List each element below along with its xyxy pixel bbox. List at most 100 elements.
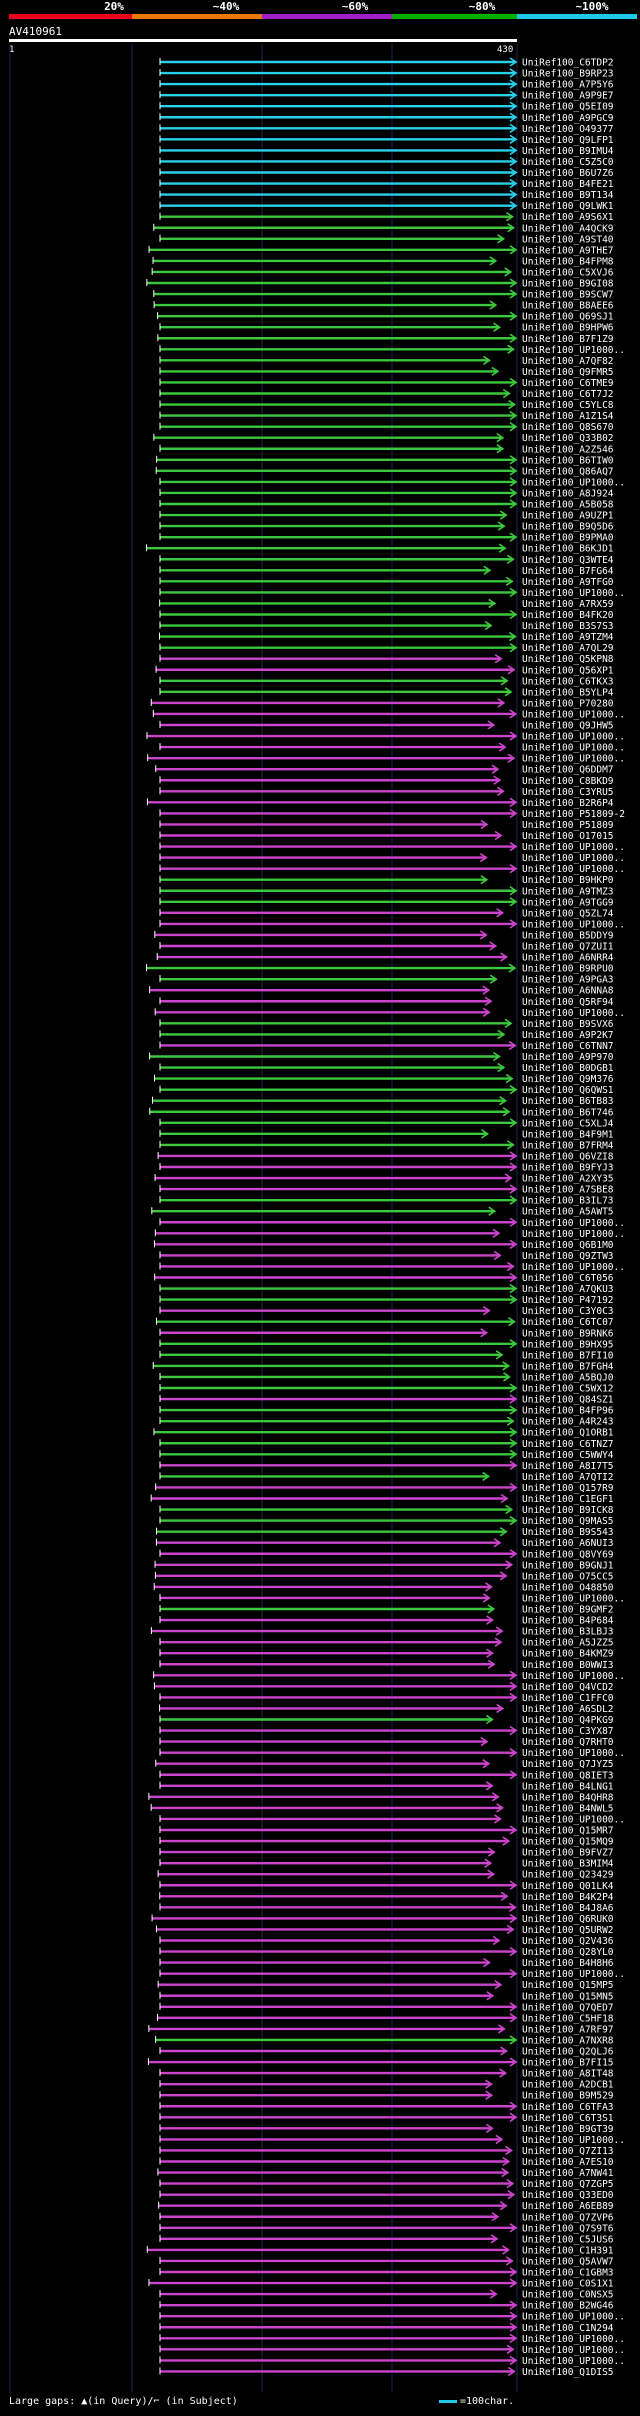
hit-row[interactable]: UniRef100_C6TC07 (156, 1317, 614, 1328)
hit-row[interactable]: UniRef100_Q6VZI8 (157, 1151, 614, 1162)
hit-row[interactable]: UniRef100_B5YLP4 (159, 687, 614, 698)
hit-row[interactable]: UniRef100_A9PGA3 (159, 974, 614, 986)
hit-row[interactable]: UniRef100_B9Q5D6 (159, 521, 614, 533)
hit-label[interactable]: UniRef100_Q56XP1 (522, 665, 614, 676)
hit-label[interactable]: UniRef100_Q9FMR5 (522, 367, 614, 378)
hit-label[interactable]: UniRef100_A1Z1S4 (522, 411, 614, 422)
hit-row[interactable]: UniRef100_B7FG64 (159, 565, 614, 577)
hit-label[interactable]: UniRef100_A2Z546 (522, 444, 614, 455)
hit-label[interactable]: UniRef100_B9GI08 (522, 279, 614, 290)
hit-label[interactable]: UniRef100_B9GT39 (522, 2124, 614, 2135)
hit-label[interactable]: UniRef100_A9P2K7 (522, 1030, 614, 1041)
hit-row[interactable]: UniRef100_Q15MQ9 (159, 1836, 614, 1848)
hit-label[interactable]: UniRef100_Q01LK4 (522, 1881, 614, 1892)
hit-row[interactable]: UniRef100_B6TB83 (151, 1096, 614, 1107)
hit-row[interactable]: UniRef100_C6T7J2 (159, 388, 614, 400)
hit-label[interactable]: UniRef100_Q6QWS1 (522, 1085, 614, 1096)
hit-label[interactable]: UniRef100_UP1000.. (522, 1229, 625, 1240)
hit-label[interactable]: UniRef100_B4LNG1 (522, 1781, 614, 1792)
hit-label[interactable]: UniRef100_B9RNK6 (522, 1328, 614, 1339)
hit-row[interactable]: UniRef100_A7SBE8 (159, 1184, 614, 1196)
hit-row[interactable]: UniRef100_UP1000.. (153, 1670, 625, 1682)
hit-row[interactable]: UniRef100_UP1000.. (159, 2311, 625, 2323)
hit-label[interactable]: UniRef100_UP1000.. (522, 709, 625, 720)
hit-row[interactable]: UniRef100_C6T3S1 (159, 2112, 614, 2124)
hit-label[interactable]: UniRef100_Q15MQ9 (522, 1837, 614, 1848)
hit-row[interactable]: UniRef100_Q84SZ1 (159, 1394, 614, 1406)
hit-row[interactable]: UniRef100_C1N294 (159, 2322, 614, 2334)
hit-label[interactable]: UniRef100_Q33B02 (522, 433, 614, 444)
hit-row[interactable]: UniRef100_A4QCK9 (153, 223, 614, 234)
hit-row[interactable]: UniRef100_B9HX95 (159, 1339, 614, 1350)
hit-row[interactable]: UniRef100_C5WX12 (159, 1383, 614, 1395)
hit-label[interactable]: UniRef100_A9TZM4 (522, 632, 614, 643)
hit-row[interactable]: UniRef100_P47192 (159, 1294, 614, 1306)
hit-row[interactable]: UniRef100_C0S1X1 (148, 2278, 614, 2290)
hit-label[interactable]: UniRef100_B9RP23 (522, 69, 614, 80)
hit-label[interactable]: UniRef100_A5B058 (522, 500, 614, 511)
hit-row[interactable]: UniRef100_UP1000.. (159, 344, 625, 356)
hit-label[interactable]: UniRef100_B9HX95 (522, 1339, 614, 1350)
hit-row[interactable]: UniRef100_A1Z1S4 (159, 410, 614, 422)
hit-label[interactable]: UniRef100_A5JZZ5 (522, 1638, 614, 1649)
hit-row[interactable]: UniRef100_B9GMF2 (159, 1604, 614, 1616)
hit-label[interactable]: UniRef100_UP1000.. (522, 743, 625, 754)
hit-row[interactable]: UniRef100_A8IT48 (159, 2068, 614, 2080)
hit-row[interactable]: UniRef100_B6TIW0 (156, 455, 614, 466)
hit-label[interactable]: UniRef100_O48850 (522, 1582, 614, 1593)
hit-label[interactable]: UniRef100_Q6DDM7 (522, 765, 614, 776)
hit-row[interactable]: UniRef100_A9TZM4 (158, 631, 614, 643)
hit-label[interactable]: UniRef100_A7RF97 (522, 2024, 614, 2035)
hit-label[interactable]: UniRef100_Q4PKG9 (522, 1715, 614, 1726)
hit-label[interactable]: UniRef100_Q6B1M0 (522, 1240, 614, 1251)
hit-row[interactable]: UniRef100_A2DCB1 (159, 2079, 614, 2091)
hit-row[interactable]: UniRef100_A7NW41 (157, 2167, 614, 2179)
hit-label[interactable]: UniRef100_Q6VZI8 (522, 1151, 614, 1162)
hit-label[interactable]: UniRef100_Q2V436 (522, 1936, 614, 1947)
hit-label[interactable]: UniRef100_Q5URW2 (522, 1925, 614, 1936)
hit-label[interactable]: UniRef100_B3LBJ3 (522, 1627, 614, 1638)
hit-row[interactable]: UniRef100_A9P970 (149, 1051, 614, 1063)
hit-row[interactable]: UniRef100_C6TFA3 (159, 2101, 614, 2113)
hit-label[interactable]: UniRef100_A9THE7 (522, 245, 614, 256)
hit-row[interactable]: UniRef100_B9M529 (159, 2090, 614, 2102)
hit-row[interactable]: UniRef100_B7FRM4 (159, 1140, 614, 1151)
hit-label[interactable]: UniRef100_A2DCB1 (522, 2080, 614, 2091)
hit-label[interactable]: UniRef100_Q1ORB1 (522, 1428, 614, 1439)
hit-row[interactable]: UniRef100_A6EB89 (158, 2201, 614, 2212)
hit-row[interactable]: UniRef100_B5DDY9 (154, 930, 614, 941)
hit-row[interactable]: UniRef100_B4H8H6 (159, 1957, 614, 1969)
hit-row[interactable]: UniRef100_UP1000.. (159, 852, 625, 864)
hit-row[interactable]: UniRef100_Q8S670 (159, 421, 614, 433)
hit-label[interactable]: UniRef100_B9SVX6 (522, 1019, 614, 1030)
hit-row[interactable]: UniRef100_A7QF82 (159, 355, 614, 367)
hit-row[interactable]: UniRef100_B4QHR8 (148, 1792, 614, 1803)
hit-label[interactable]: UniRef100_B9HPW6 (522, 323, 614, 334)
hit-label[interactable]: UniRef100_Q9MAS5 (522, 1516, 614, 1527)
hit-row[interactable]: UniRef100_B9GI08 (146, 278, 614, 290)
hit-label[interactable]: UniRef100_B9ICK8 (522, 1505, 614, 1516)
hit-label[interactable]: UniRef100_Q5ZL74 (522, 908, 614, 919)
hit-row[interactable]: UniRef100_Q9FMR5 (159, 366, 614, 378)
hit-row[interactable]: UniRef100_A8I7T5 (159, 1460, 614, 1472)
hit-row[interactable]: UniRef100_Q7JYZ5 (155, 1759, 614, 1770)
hit-row[interactable]: UniRef100_A7ES10 (159, 2156, 614, 2168)
hit-row[interactable]: UniRef100_B9RNK6 (159, 1328, 614, 1339)
hit-label[interactable]: UniRef100_A9UZP1 (522, 511, 614, 522)
hit-label[interactable]: UniRef100_UP1000.. (522, 864, 625, 875)
hit-label[interactable]: UniRef100_Q7QED7 (522, 2002, 614, 2013)
hit-label[interactable]: UniRef100_Q15MP5 (522, 1980, 614, 1991)
hit-label[interactable]: UniRef100_C6TNZ7 (522, 1439, 614, 1450)
hit-label[interactable]: UniRef100_B7FG64 (522, 566, 614, 577)
hit-row[interactable]: UniRef100_Q9LFP1 (159, 134, 614, 146)
hit-row[interactable]: UniRef100_A8J924 (159, 488, 614, 499)
hit-row[interactable]: UniRef100_B9IMU4 (159, 145, 614, 157)
hit-label[interactable]: UniRef100_B4FK20 (522, 610, 614, 621)
hit-row[interactable]: UniRef100_C6TDP2 (159, 57, 614, 69)
hit-row[interactable]: UniRef100_Q69SJ1 (157, 311, 614, 323)
hit-label[interactable]: UniRef100_Q8IET3 (522, 1770, 614, 1781)
hit-label[interactable]: UniRef100_UP1000.. (522, 919, 625, 930)
hit-label[interactable]: UniRef100_B0DGB1 (522, 1063, 614, 1074)
hit-label[interactable]: UniRef100_B4FPM8 (522, 256, 614, 267)
hit-row[interactable]: UniRef100_B9GNJ1 (154, 1560, 614, 1571)
